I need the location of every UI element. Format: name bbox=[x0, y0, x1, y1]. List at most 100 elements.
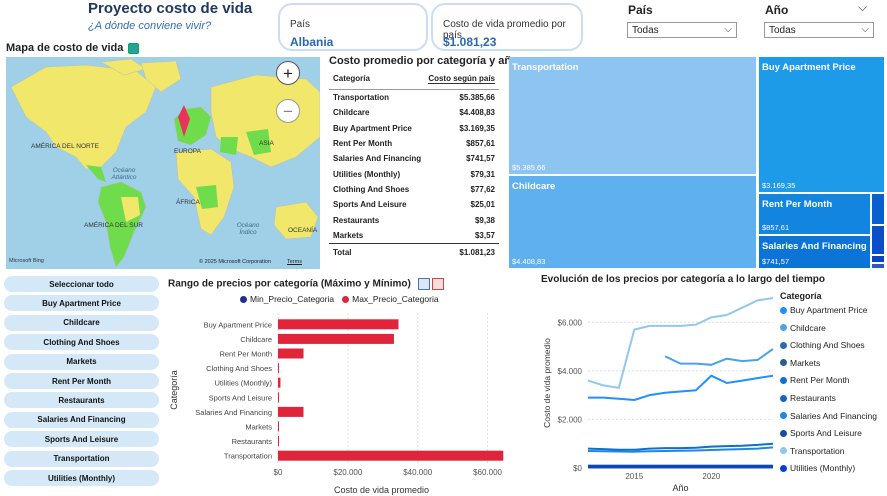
chevron-down-icon: ⌵ bbox=[861, 24, 869, 35]
x-tick-label: 2015 bbox=[625, 472, 643, 481]
legend-item[interactable]: Rent Per Month bbox=[780, 375, 850, 385]
zoom-in-button[interactable]: + bbox=[276, 61, 300, 85]
table-row[interactable]: Transportation $5.385,66 bbox=[329, 90, 499, 105]
zoom-out-button[interactable]: − bbox=[276, 99, 300, 123]
bar-max bbox=[278, 363, 279, 374]
table-cell-category: Childcare bbox=[333, 108, 370, 118]
chart-toggle-icon[interactable] bbox=[432, 278, 445, 290]
category-filter-button[interactable]: Salaries And Financing bbox=[4, 411, 159, 428]
table-row[interactable]: Clothing And Shoes $77,62 bbox=[329, 182, 499, 197]
legend-item[interactable]: Utilities (Monthly) bbox=[780, 463, 855, 473]
table-cell-category: Utilities (Monthly) bbox=[333, 169, 401, 179]
table-row[interactable]: Utilities (Monthly) $79,31 bbox=[329, 166, 499, 181]
y-tick-label: Transportation bbox=[224, 452, 272, 461]
bar-max bbox=[278, 348, 304, 359]
legend-item[interactable]: Max_Precio_Categoria bbox=[342, 294, 439, 304]
treemap-tile[interactable]: Salaries And Financing $741,57 bbox=[759, 236, 870, 268]
treemap-tile-small[interactable] bbox=[872, 226, 884, 254]
bing-logo: Microsoft Bing bbox=[9, 258, 44, 264]
map-label: OCEANÍA bbox=[288, 227, 318, 234]
bar-max bbox=[278, 392, 279, 403]
bar-max bbox=[278, 436, 279, 447]
legend-label: Rent Per Month bbox=[790, 375, 850, 386]
legend-item[interactable]: Min_Precio_Categoria bbox=[240, 294, 334, 304]
treemap-tile[interactable]: Rent Per Month $857,61 bbox=[759, 194, 870, 234]
map-title-text: Mapa de costo de vida bbox=[6, 42, 124, 54]
table-row[interactable]: Childcare $4.408,83 bbox=[329, 105, 499, 120]
treemap-tile-small[interactable] bbox=[872, 256, 884, 262]
table-row[interactable]: Rent Per Month $857,61 bbox=[329, 136, 499, 151]
x-axis-label: Costo de vida promedio bbox=[334, 485, 429, 495]
x-tick-label: $0 bbox=[274, 468, 283, 477]
table-cell-category: Restaurants bbox=[333, 215, 380, 225]
legend-item[interactable]: Childcare bbox=[780, 323, 826, 333]
treemap-tile-small[interactable] bbox=[872, 194, 884, 224]
table-row[interactable]: Sports And Leisure $25,01 bbox=[329, 197, 499, 212]
line-legend-title: Categoría bbox=[780, 291, 822, 301]
country-card: País Albania bbox=[278, 3, 428, 51]
country-slicer-title: País bbox=[628, 3, 653, 17]
table-cell-cost: $9,38 bbox=[474, 215, 495, 225]
table-cell-cost: $3.169,35 bbox=[459, 123, 495, 133]
x-tick-label: $60.000 bbox=[473, 468, 502, 477]
treemap-tile-small[interactable] bbox=[872, 264, 884, 268]
y-tick-label: $2.000 bbox=[558, 415, 583, 424]
legend-item[interactable]: Salaries And Financing bbox=[780, 411, 877, 421]
chart-toggle-icon[interactable] bbox=[417, 278, 430, 290]
line-chart-title: Evolución de los precios por categoría a… bbox=[541, 274, 825, 285]
y-tick-label: Clothing And Shoes bbox=[206, 364, 272, 373]
legend-item[interactable]: Markets bbox=[780, 358, 820, 368]
country-slicer-dropdown[interactable]: Todas ⌵ bbox=[627, 22, 737, 38]
treemap-tile[interactable]: Buy Apartment Price $3.169,35 bbox=[759, 57, 884, 192]
category-filter-button[interactable]: Utilities (Monthly) bbox=[4, 470, 159, 486]
bar-max bbox=[278, 319, 399, 330]
treemap-tile[interactable]: Transportation $5.385,66 bbox=[509, 57, 756, 174]
series-line bbox=[664, 348, 774, 366]
category-filter-button[interactable]: Clothing And Shoes bbox=[4, 334, 159, 351]
table-cell-category: Salaries And Financing bbox=[333, 154, 422, 164]
map-terms-link[interactable]: Terms bbox=[287, 259, 302, 265]
legend-label: Buy Apartment Price bbox=[790, 305, 868, 315]
table-row[interactable]: Buy Apartment Price $3.169,35 bbox=[329, 121, 499, 136]
y-tick-label: Childcare bbox=[240, 335, 272, 344]
map-label: AMÉRICA DEL NORTE bbox=[31, 143, 99, 150]
legend-dot bbox=[780, 324, 787, 332]
x-axis-label: Año bbox=[672, 483, 688, 493]
y-tick-label: Restaurants bbox=[232, 437, 273, 446]
category-filter-button[interactable]: Childcare bbox=[4, 314, 159, 331]
category-filter-button[interactable]: Sports And Leisure bbox=[4, 431, 159, 448]
legend-item[interactable]: Transportation bbox=[780, 446, 845, 456]
col-header-category[interactable]: Categoría bbox=[333, 74, 370, 83]
legend-item[interactable]: Buy Apartment Price bbox=[780, 305, 867, 315]
bar-chart-title-text: Rango de precios por categoría (Máximo y… bbox=[168, 278, 411, 290]
legend-item[interactable]: Restaurants bbox=[780, 393, 836, 403]
category-filter-button[interactable]: Transportation bbox=[4, 450, 159, 467]
bar-chart-title: Rango de precios por categoría (Máximo y… bbox=[168, 278, 445, 290]
chevron-down-icon[interactable]: ⌵ bbox=[858, 0, 868, 14]
category-table: Categoría Costo según país Transportatio… bbox=[329, 70, 499, 261]
treemap-tile[interactable]: Childcare $4.408,83 bbox=[509, 176, 756, 268]
category-filter-button[interactable]: Rent Per Month bbox=[4, 373, 159, 389]
table-cell-category: Sports And Leisure bbox=[333, 200, 407, 210]
series-line bbox=[587, 442, 774, 451]
legend-item[interactable]: Sports And Leisure bbox=[780, 428, 862, 438]
bar-chart: $0 $20.000 $40.000 $60.000 Buy Apartment Pri… bbox=[169, 313, 504, 495]
total-label: Total bbox=[333, 247, 352, 257]
category-filter-button[interactable]: Markets bbox=[4, 353, 159, 370]
y-tick-label: Markets bbox=[245, 423, 272, 432]
category-filter-button[interactable]: Buy Apartment Price bbox=[4, 295, 159, 312]
legend-label: Utilities (Monthly) bbox=[790, 463, 856, 474]
col-header-cost[interactable]: Costo según país bbox=[428, 73, 495, 84]
table-row[interactable]: Salaries And Financing $741,57 bbox=[329, 151, 499, 166]
legend-item[interactable]: Clothing And Shoes bbox=[780, 340, 865, 350]
year-slicer-dropdown[interactable]: Todas ⌵ bbox=[764, 22, 874, 38]
legend-dot bbox=[240, 296, 247, 304]
table-cell-cost: $79,31 bbox=[470, 169, 495, 179]
world-map[interactable]: AMÉRICA DEL NORTE EUROPA ASIA Océano Atl… bbox=[6, 57, 320, 269]
legend-dot bbox=[780, 359, 787, 367]
table-row[interactable]: Restaurants $9,38 bbox=[329, 212, 499, 227]
category-filter-button[interactable]: Restaurants bbox=[4, 392, 159, 409]
table-row[interactable]: Markets $3,57 bbox=[329, 228, 499, 243]
category-filter-button[interactable]: Seleccionar todo bbox=[4, 276, 159, 292]
country-card-label: País bbox=[290, 19, 311, 30]
